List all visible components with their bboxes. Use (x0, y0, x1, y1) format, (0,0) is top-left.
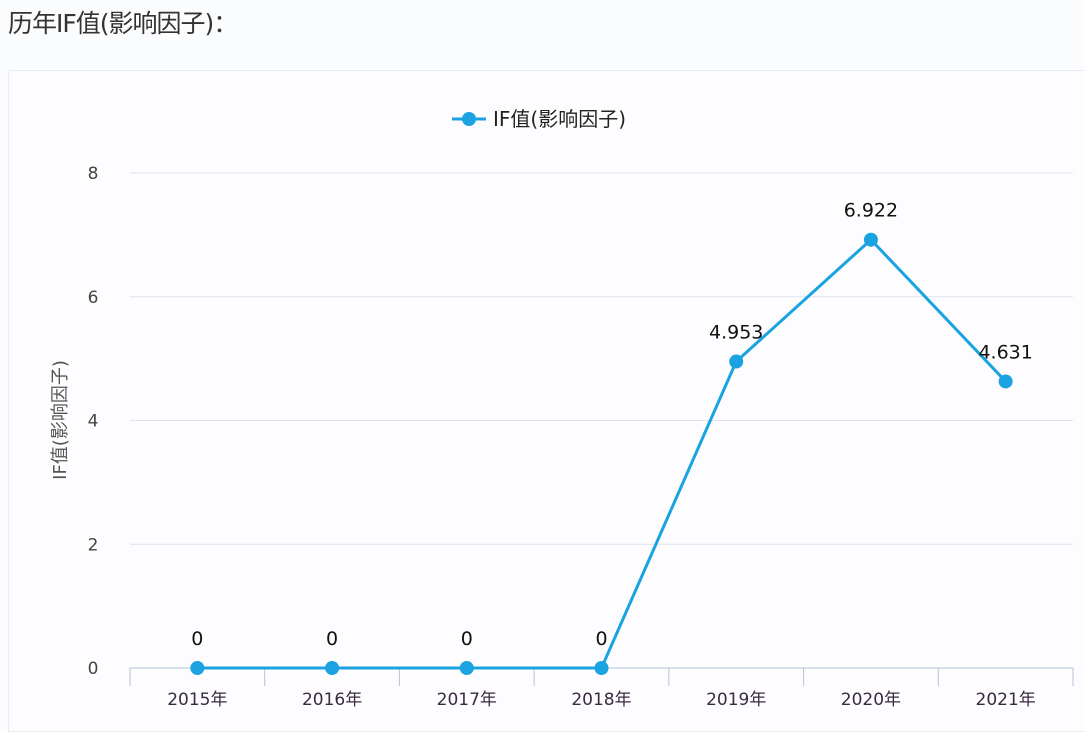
data-point (998, 374, 1013, 389)
x-tick-label: 2021年 (976, 690, 1036, 710)
data-label: 0 (191, 628, 203, 650)
chart-card (8, 70, 1084, 732)
y-tick-label: 6 (88, 288, 99, 308)
x-tick-label: 2018年 (571, 690, 631, 710)
data-point (594, 661, 609, 675)
data-label: 4.631 (978, 341, 1032, 363)
data-label: 6.922 (844, 200, 898, 222)
x-tick-label: 2020年 (841, 690, 901, 710)
y-tick-label: 2 (88, 535, 99, 555)
data-label: 0 (595, 628, 607, 650)
series-line (197, 238, 1007, 670)
x-tick-label: 2016年 (302, 690, 362, 710)
data-point (325, 661, 340, 675)
data-label: 0 (461, 628, 473, 650)
y-tick-label: 0 (88, 659, 99, 679)
y-tick-label: 8 (88, 164, 99, 184)
y-axis-label: IF值(影响因子) (50, 360, 71, 480)
x-tick-label: 2015年 (167, 690, 227, 710)
x-tick-label: 2017年 (437, 690, 497, 710)
y-tick-label: 4 (88, 412, 99, 432)
page-title: 历年IF值(影响因子)： (8, 9, 238, 38)
line-chart: 0 2 4 6 8 2015年 2016年 2017年 2018年 2019年 2020年 2021年… (50, 107, 1074, 710)
data-label: 0 (326, 628, 338, 650)
legend-marker-icon (462, 112, 476, 126)
legend-label: IF值(影响因子) (493, 107, 626, 131)
x-tick-label: 2019年 (706, 690, 766, 710)
data-label: 4.953 (709, 322, 763, 344)
data-point (729, 354, 744, 369)
data-point (459, 661, 474, 675)
data-point (863, 232, 878, 247)
data-point (190, 661, 205, 675)
